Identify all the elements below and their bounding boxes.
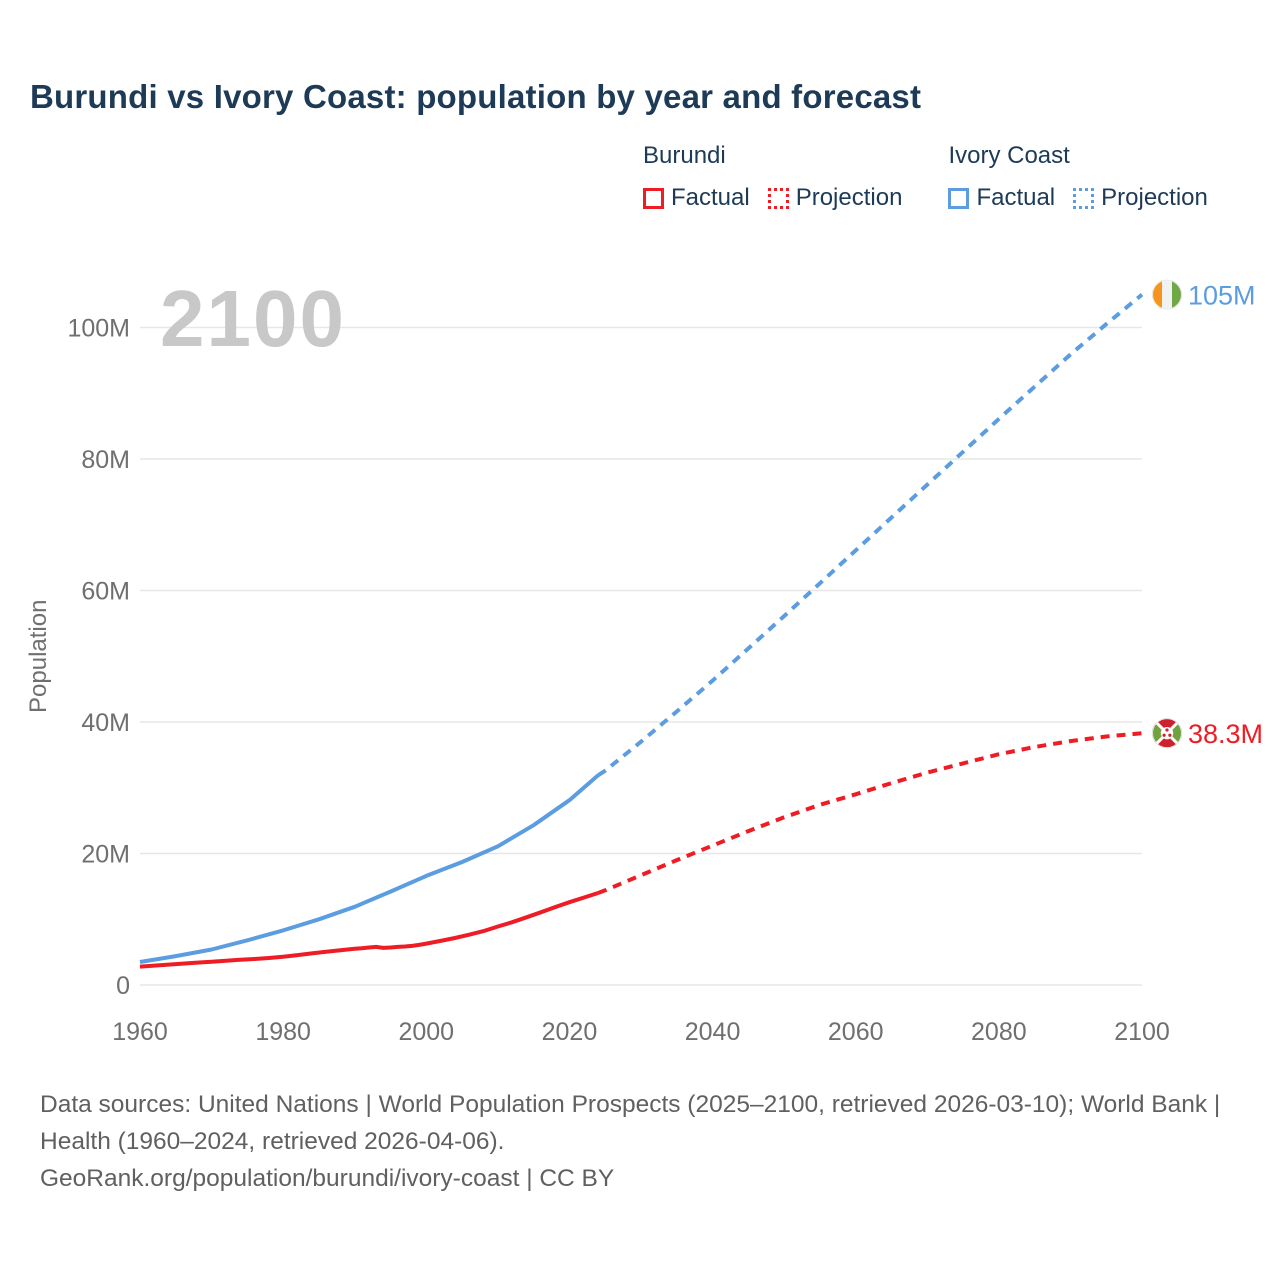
attribution-text: GeoRank.org/population/burundi/ivory-coa… [40,1165,615,1192]
y-tick-0: 0 [116,972,130,1000]
y-tick-60M: 60M [81,578,130,606]
watermark-year: 2100 [160,274,346,363]
page-title: Burundi vs Ivory Coast: population by ye… [30,78,922,115]
legend-group-title-burundi: Burundi [643,142,726,169]
y-tick-80M: 80M [81,446,130,474]
chart-legend: Burundi Factual Projection Ivory Coast F… [643,142,1208,212]
x-tick-2020: 2020 [542,1018,598,1046]
legend-item-label: Factual [976,184,1056,211]
legend-item-burundi-factual[interactable]: Factual [643,184,750,212]
legend-item-label: Projection [1101,184,1208,211]
factual-swatch-icon [643,187,664,209]
legend-group-ivory-coast: Ivory Coast Factual Projection [948,142,1208,212]
x-tick-2060: 2060 [828,1018,884,1046]
ivory-coast-flag-ring [1152,279,1182,310]
series-ivory-coast-factual [139,773,600,964]
end-label-ivory-coast: 105M [1188,281,1256,311]
projection-swatch-icon [1073,187,1095,209]
legend-group-title-ivory-coast: Ivory Coast [948,142,1070,169]
series-burundi-projection [597,731,1143,895]
legend-item-ivory-coast-projection[interactable]: Projection [1073,184,1208,212]
legend-item-ivory-coast-factual[interactable]: Factual [948,184,1055,212]
y-tick-100M: 100M [67,315,130,343]
footer: Data sources: United Nations | World Pop… [40,1086,1230,1197]
x-tick-1960: 1960 [112,1018,168,1046]
y-axis-title: Population [25,600,52,713]
factual-swatch-icon [948,187,970,209]
series-ivory-coast-projection [597,293,1144,777]
projection-swatch-icon [767,187,789,209]
end-label-burundi: 38.3M [1188,719,1263,749]
burundi-flag-ring [1152,718,1182,749]
legend-item-burundi-projection[interactable]: Projection [767,184,903,212]
legend-group-burundi: Burundi Factual Projection [643,142,902,212]
y-tick-20M: 20M [81,841,130,869]
x-tick-1980: 1980 [255,1018,311,1046]
data-sources-text: Data sources: United Nations | World Pop… [40,1091,1221,1155]
x-tick-2040: 2040 [685,1018,741,1046]
x-tick-2100: 2100 [1114,1018,1170,1046]
x-tick-2080: 2080 [971,1018,1027,1046]
ivory-coast-flag-icon [1152,279,1182,310]
legend-item-label: Projection [795,184,903,211]
series-burundi-factual [139,891,599,969]
y-tick-40M: 40M [81,709,130,737]
legend-item-label: Factual [671,184,750,211]
x-tick-2000: 2000 [398,1018,454,1046]
